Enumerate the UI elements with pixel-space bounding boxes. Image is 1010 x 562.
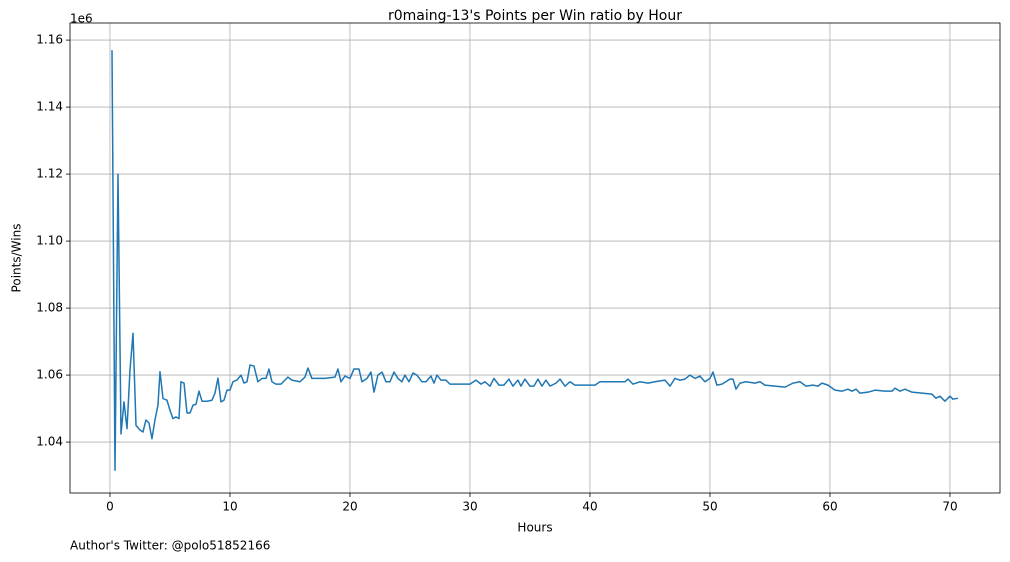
x-tick-label: 10 — [222, 500, 237, 514]
y-tick-label: 1.04 — [36, 435, 63, 449]
y-tick-label: 1.12 — [36, 167, 63, 181]
y-axis-label: Points/Wins — [10, 224, 24, 293]
x-tick-label: 50 — [702, 500, 717, 514]
y-tick-label: 1.06 — [36, 368, 63, 382]
x-tick-label: 30 — [462, 500, 477, 514]
y-tick-label: 1.16 — [36, 33, 63, 47]
x-tick-label: 60 — [822, 500, 837, 514]
footnote: Author's Twitter: @polo51852166 — [70, 539, 270, 553]
y-tick-label: 1.14 — [36, 100, 63, 114]
x-tick-label: 40 — [582, 500, 597, 514]
chart-title: r0maing-13's Points per Win ratio by Hou… — [388, 8, 682, 24]
plot-frame — [69, 22, 1001, 494]
offset-text: 1e6 — [70, 12, 93, 26]
x-axis-label: Hours — [517, 521, 552, 535]
x-tick-label: 70 — [942, 500, 957, 514]
data-line — [111, 50, 959, 471]
y-tick-label: 1.08 — [36, 301, 63, 315]
x-tick-label: 0 — [106, 500, 114, 514]
x-tick-label: 20 — [342, 500, 357, 514]
y-tick-label: 1.10 — [36, 234, 63, 248]
